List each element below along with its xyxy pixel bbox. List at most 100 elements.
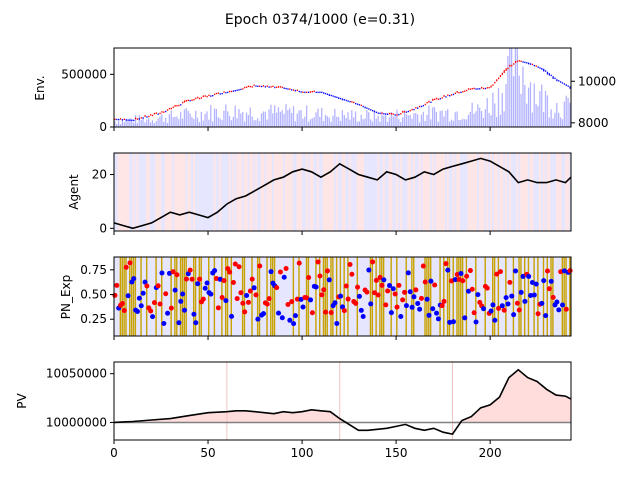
price-candle xyxy=(215,92,218,95)
pn-point xyxy=(349,271,355,277)
volume-bar xyxy=(516,48,518,127)
volume-bar xyxy=(432,107,434,127)
pn-exp-y-axis: 0.25 0.50 0.75 xyxy=(80,263,114,326)
exploration-band xyxy=(130,257,133,336)
pn-point xyxy=(217,276,223,282)
price-candle xyxy=(434,98,436,101)
volume-bar xyxy=(232,116,234,127)
action-band xyxy=(450,153,453,231)
pn-point xyxy=(274,285,280,291)
volume-bar xyxy=(272,113,274,127)
action-band xyxy=(360,153,363,231)
exploration-band xyxy=(375,257,377,336)
volume-bar xyxy=(379,121,381,127)
action-band xyxy=(230,153,233,231)
pn-point xyxy=(377,274,383,280)
action-band xyxy=(522,153,525,231)
volume-bar xyxy=(354,111,357,127)
volume-bar xyxy=(563,101,565,127)
volume-bar xyxy=(353,117,355,127)
pn-point xyxy=(296,260,302,266)
volume-bar xyxy=(548,117,550,127)
pn-point xyxy=(308,297,314,303)
action-band xyxy=(217,153,220,231)
volume-bar xyxy=(127,119,129,127)
volume-bar xyxy=(531,112,533,127)
env-axes-frame xyxy=(113,47,572,128)
action-band xyxy=(396,153,399,231)
action-band xyxy=(364,153,367,231)
pn-point xyxy=(131,276,137,282)
action-band xyxy=(537,153,540,231)
price-candle xyxy=(356,103,359,105)
exploration-band xyxy=(315,257,317,336)
volume-bar xyxy=(277,107,280,127)
action-band xyxy=(347,153,350,231)
price-candle xyxy=(313,90,315,93)
action-band xyxy=(384,153,387,231)
pn-point xyxy=(213,276,219,282)
price-candle xyxy=(402,110,404,113)
action-band xyxy=(567,153,570,231)
action-band xyxy=(533,153,536,231)
price-candle xyxy=(232,90,235,92)
price-candle xyxy=(197,96,199,99)
volume-bar xyxy=(298,110,300,127)
pn-point xyxy=(319,292,325,298)
env-left-axis: 0 500000 xyxy=(61,67,114,134)
action-band xyxy=(307,153,310,231)
price-candle xyxy=(430,101,432,104)
pn-point xyxy=(518,289,524,295)
price-candle xyxy=(140,117,142,119)
pn-point xyxy=(144,283,150,289)
volume-bar xyxy=(437,121,439,127)
volume-bar xyxy=(514,48,517,127)
price-candle xyxy=(471,88,473,90)
price-candle xyxy=(189,99,191,102)
volume-bar xyxy=(275,112,278,127)
action-band xyxy=(149,153,152,231)
volume-bar xyxy=(529,82,532,127)
volume-bar xyxy=(360,114,362,127)
exploration-band xyxy=(145,257,148,336)
exploration-band xyxy=(518,257,520,336)
volume-bar xyxy=(520,93,522,127)
pn-point xyxy=(499,303,505,309)
price-candle xyxy=(520,60,522,62)
volume-bar xyxy=(290,112,293,127)
pn-point xyxy=(398,314,404,320)
volume-bar xyxy=(430,119,432,127)
pn-point xyxy=(550,294,556,300)
action-band xyxy=(482,153,485,231)
env-right-axis: 8000 10000 xyxy=(571,74,616,130)
y-tick-label: 0.25 xyxy=(80,312,107,326)
exploration-band xyxy=(194,257,197,336)
env-x-axis xyxy=(113,127,491,131)
price-candle xyxy=(302,91,304,93)
pn-point xyxy=(232,261,238,267)
action-band xyxy=(443,153,446,231)
volume-bar xyxy=(281,110,283,127)
volume-bar xyxy=(467,115,470,127)
pn-point xyxy=(138,303,144,309)
price-candle xyxy=(441,97,443,99)
pn-point xyxy=(321,287,327,293)
volume-bar xyxy=(225,104,227,127)
volume-bar xyxy=(330,121,332,127)
price-candle xyxy=(339,97,342,100)
volume-bar xyxy=(144,122,146,127)
action-band xyxy=(478,153,482,231)
pn-point xyxy=(390,286,396,292)
price-candle xyxy=(183,100,186,103)
action-band xyxy=(413,153,416,231)
volume-bar xyxy=(148,118,150,127)
action-band xyxy=(401,153,404,231)
action-band xyxy=(555,153,559,231)
y-tick-label: 10050000 xyxy=(46,367,107,381)
price-candle xyxy=(219,93,221,95)
pn-point xyxy=(432,282,438,288)
pn-point xyxy=(234,296,240,302)
price-candle xyxy=(238,89,240,91)
price-candle xyxy=(247,85,250,88)
pn-point xyxy=(428,278,434,284)
